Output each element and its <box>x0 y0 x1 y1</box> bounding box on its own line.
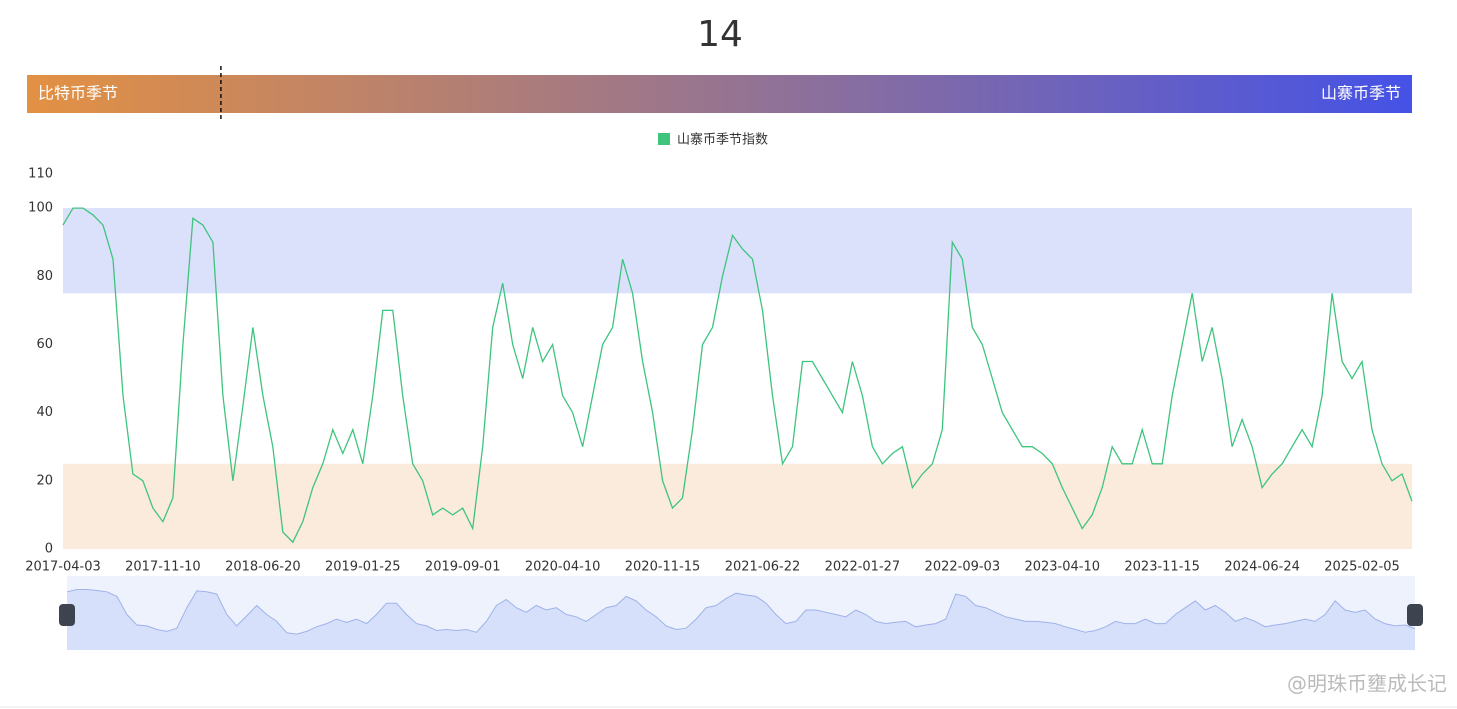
x-tick-label: 2020-11-15 <box>625 560 701 575</box>
x-tick-label: 2022-01-27 <box>825 560 901 575</box>
zoom-area <box>67 589 1415 650</box>
x-tick-label: 2019-09-01 <box>425 560 501 575</box>
y-tick-label: 80 <box>36 269 53 284</box>
x-tick-label: 2023-04-10 <box>1024 560 1100 575</box>
x-tick-label: 2018-06-20 <box>225 560 301 575</box>
right-label: 山寨币季节 <box>1321 84 1401 103</box>
index-value: 14 <box>697 14 743 55</box>
y-tick-label: 60 <box>36 337 53 352</box>
x-tick-label: 2019-01-25 <box>325 560 401 575</box>
x-tick-label: 2025-02-05 <box>1324 560 1400 575</box>
x-tick-label: 2023-11-15 <box>1124 560 1200 575</box>
zoom-handle[interactable] <box>59 604 75 626</box>
y-tick-label: 20 <box>36 473 53 488</box>
y-tick-label: 40 <box>36 405 53 420</box>
legend-label: 山寨币季节指数 <box>677 132 768 148</box>
y-tick-label: 100 <box>28 201 53 216</box>
mark-area <box>63 463 1412 549</box>
left-label: 比特币季节 <box>38 84 118 103</box>
y-tick-label: 0 <box>45 542 53 557</box>
x-tick-label: 2017-11-10 <box>125 560 201 575</box>
x-tick-label: 2020-04-10 <box>525 560 601 575</box>
season-bar <box>27 75 1412 113</box>
x-tick-label: 2024-06-24 <box>1224 560 1300 575</box>
mark-area <box>63 208 1412 294</box>
footer: @明珠币壅成长记 <box>1287 672 1447 696</box>
zoom-handle[interactable] <box>1407 604 1423 626</box>
zoom-line <box>66 589 1416 635</box>
y-tick-label: 110 <box>28 167 53 182</box>
x-tick-label: 2022-09-03 <box>925 560 1001 575</box>
legend-swatch <box>658 133 670 145</box>
x-tick-label: 2021-06-22 <box>725 560 801 575</box>
x-tick-label: 2017-04-03 <box>25 560 101 575</box>
line <box>62 207 1413 544</box>
